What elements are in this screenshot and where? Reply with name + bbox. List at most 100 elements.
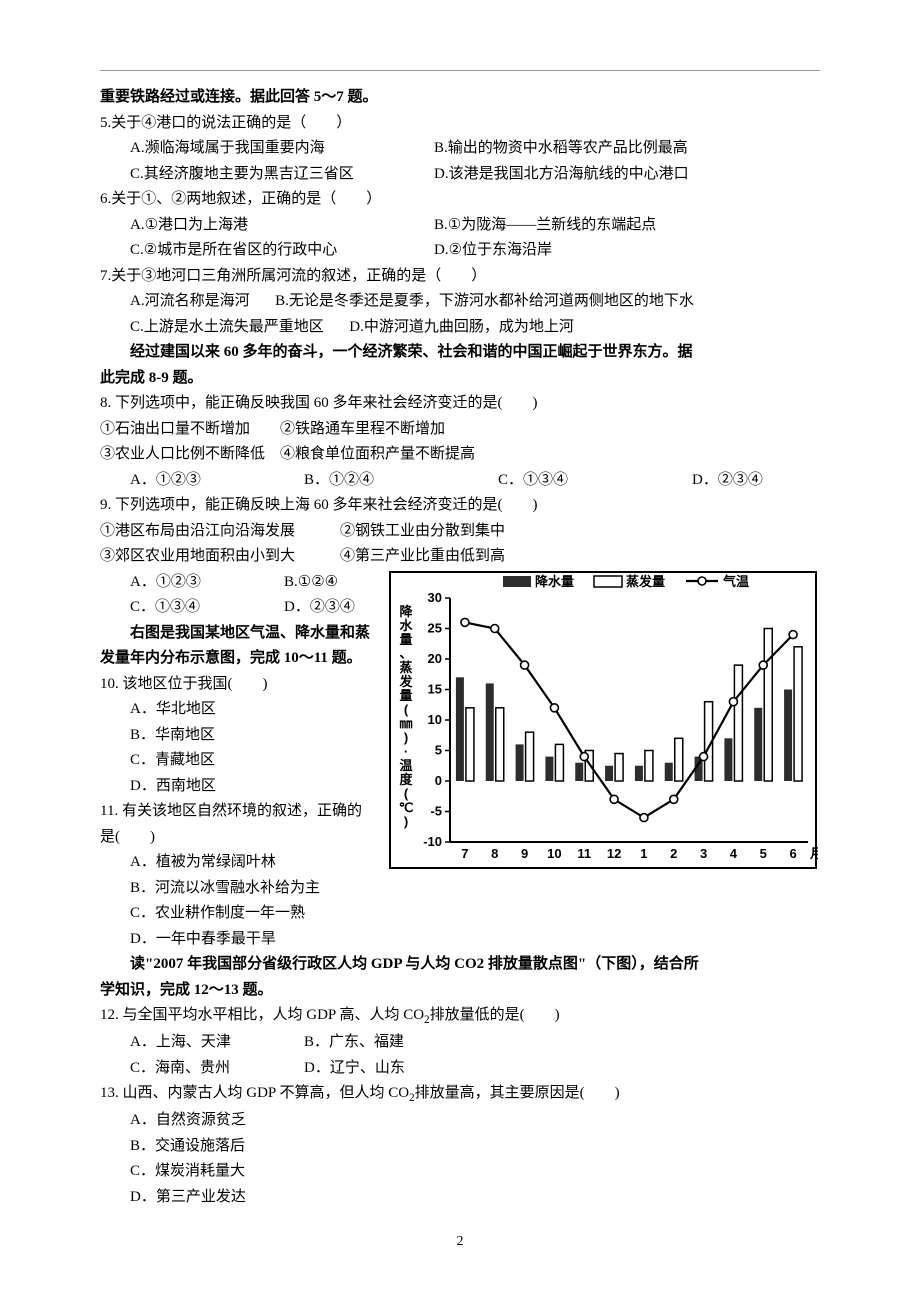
svg-text:7: 7 <box>461 846 468 861</box>
svg-text:11: 11 <box>577 846 591 861</box>
q6-opts-row2: C.②城市是所在省区的行政中心 D.②位于东海沿岸 <box>100 238 820 264</box>
svg-text:2: 2 <box>670 846 677 861</box>
svg-text:12: 12 <box>607 846 621 861</box>
climate-chart: 降水量蒸发量气温-10-5051015202530降水量、蒸发量(㎜)·温度(℃… <box>388 570 818 870</box>
q12-A: A．上海、天津 <box>130 1030 280 1056</box>
q8-s1: ①石油出口量不断增加 ②铁路通车里程不断增加 <box>100 417 820 443</box>
q7-D: D.中游河道九曲回肠，成为地上河 <box>349 319 574 335</box>
q11-B: B．河流以冰雪融水补给为主 <box>100 876 380 902</box>
svg-text:℃: ℃ <box>399 800 414 815</box>
top-divider <box>100 70 820 71</box>
q12-C: C．海南、贵州 <box>130 1056 280 1082</box>
q11-A: A．植被为常绿阔叶林 <box>100 850 380 876</box>
q13-stem-pre: 13. 山西、内蒙古人均 GDP 不算高，但人均 CO <box>100 1085 409 1101</box>
q6-opts-row1: A.①港口为上海港 B.①为陇海——兰新线的东端起点 <box>100 213 820 239</box>
q12-stem-post: 排放量低的是( ) <box>430 1007 560 1023</box>
svg-text:蒸发量: 蒸发量 <box>626 574 665 589</box>
q11-stem2: 是( ) <box>100 825 380 851</box>
svg-text:㎜: ㎜ <box>399 716 412 731</box>
svg-text:温: 温 <box>399 758 412 773</box>
q13-stem: 13. 山西、内蒙古人均 GDP 不算高，但人均 CO2排放量高，其主要原因是(… <box>100 1081 820 1108</box>
q13-D: D．第三产业发达 <box>100 1185 820 1211</box>
svg-text:3: 3 <box>700 846 707 861</box>
q8-C: C．①③④ <box>498 468 668 494</box>
intro-8-9-l1: 经过建国以来 60 多年的奋斗，一个经济繁荣、社会和谐的中国正崛起于世界东方。据 <box>100 340 820 366</box>
q12-opts-row1: A．上海、天津 B．广东、福建 <box>100 1030 820 1056</box>
intro-10-11-l2: 发量年内分布示意图，完成 10～11 题。 <box>100 646 380 672</box>
q8-D: D．②③④ <box>692 468 763 494</box>
svg-text:气温: 气温 <box>723 574 749 589</box>
q9-s1: ①港区布局由沿江向沿海发展 ②钢铁工业由分散到集中 <box>100 519 820 545</box>
svg-text:0: 0 <box>435 773 442 788</box>
svg-text:发: 发 <box>398 674 413 689</box>
intro-10-11-l1: 右图是我国某地区气温、降水量和蒸 <box>100 621 380 647</box>
intro-12-13-l1: 读"2007 年我国部分省级行政区人均 GDP 与人均 CO2 排放量散点图"（… <box>100 952 820 978</box>
q9-C: C．①③④ <box>130 595 260 621</box>
q5-C: C.其经济腹地主要为黑吉辽三省区 <box>130 162 410 188</box>
svg-text:30: 30 <box>428 590 442 605</box>
q11-C: C．农业耕作制度一年一熟 <box>100 901 820 927</box>
q12-D: D．辽宁、山东 <box>304 1056 405 1082</box>
svg-text:9: 9 <box>521 846 528 861</box>
q12-stem-pre: 12. 与全国平均水平相比，人均 GDP 高、人均 CO <box>100 1007 424 1023</box>
q10-B: B．华南地区 <box>100 723 380 749</box>
svg-text:水: 水 <box>399 618 413 633</box>
q6-A: A.①港口为上海港 <box>130 213 410 239</box>
q6-stem: 6.关于①、②两地叙述，正确的是（ ） <box>100 187 820 213</box>
q8-s2: ③农业人口比例不断降低 ④粮食单位面积产量不断提高 <box>100 442 820 468</box>
q5-stem: 5.关于④港口的说法正确的是（ ） <box>100 111 820 137</box>
q9-opts-row1: A．①②③ B.①②④ <box>100 570 380 596</box>
svg-text:量: 量 <box>399 688 412 703</box>
q12-stem: 12. 与全国平均水平相比，人均 GDP 高、人均 CO2排放量低的是( ) <box>100 1003 820 1030</box>
svg-text:10: 10 <box>428 712 442 727</box>
svg-text:·: · <box>404 744 408 759</box>
svg-text:25: 25 <box>428 620 442 635</box>
svg-text:量: 量 <box>399 632 412 647</box>
svg-text:10: 10 <box>547 846 561 861</box>
svg-text:4: 4 <box>730 846 738 861</box>
intro-5-7: 重要铁路经过或连接。据此回答 5～7 题。 <box>100 85 820 111</box>
q11-stem: 11. 有关该地区自然环境的叙述，正确的 <box>100 799 380 825</box>
svg-text:降: 降 <box>399 604 413 619</box>
q8-B: B．①②④ <box>304 468 474 494</box>
svg-text:(: ( <box>404 786 409 801</box>
svg-text:): ) <box>404 730 408 745</box>
svg-text:、: 、 <box>399 646 412 661</box>
svg-text:度: 度 <box>399 772 413 787</box>
q5-opts-row2: C.其经济腹地主要为黑吉辽三省区 D.该港是我国北方沿海航线的中心港口 <box>100 162 820 188</box>
q7-C: C.上游是水土流失最严重地区 <box>130 319 324 335</box>
q6-B: B.①为陇海——兰新线的东端起点 <box>434 213 656 239</box>
q13-C: C．煤炭消耗量大 <box>100 1159 820 1185</box>
q10-stem: 10. 该地区位于我国( ) <box>100 672 380 698</box>
svg-text:20: 20 <box>428 651 442 666</box>
svg-text:5: 5 <box>760 846 767 861</box>
q9-s2: ③郊区农业用地面积由小到大 ④第三产业比重由低到高 <box>100 544 820 570</box>
svg-text:): ) <box>404 814 408 829</box>
q12-opts-row2: C．海南、贵州 D．辽宁、山东 <box>100 1056 820 1082</box>
svg-text:-10: -10 <box>423 834 442 849</box>
svg-text:月份: 月份 <box>809 846 818 861</box>
q13-stem-post: 排放量高，其主要原因是( ) <box>415 1085 620 1101</box>
q5-B: B.输出的物资中水稻等农产品比例最高 <box>434 136 688 162</box>
q9-opts-row2: C．①③④ D．②③④ <box>100 595 380 621</box>
q8-stem: 8. 下列选项中，能正确反映我国 60 多年来社会经济变迁的是( ) <box>100 391 820 417</box>
q7-A: A.河流名称是海河 <box>130 293 250 309</box>
page-number: 2 <box>100 1230 820 1254</box>
svg-text:(: ( <box>404 702 409 717</box>
q13-B: B．交通设施落后 <box>100 1134 820 1160</box>
svg-text:降水量: 降水量 <box>535 574 574 589</box>
q9-D: D．②③④ <box>284 595 355 621</box>
q12-B: B．广东、福建 <box>304 1030 404 1056</box>
svg-text:5: 5 <box>435 742 442 757</box>
svg-text:蒸: 蒸 <box>399 660 412 675</box>
q6-D: D.②位于东海沿岸 <box>434 238 552 264</box>
q7-stem: 7.关于③地河口三角洲所属河流的叙述，正确的是（ ） <box>100 264 820 290</box>
svg-text:-5: -5 <box>430 803 442 818</box>
q10-C: C．青藏地区 <box>100 748 380 774</box>
q11-D: D．一年中春季最干旱 <box>100 927 820 953</box>
svg-text:15: 15 <box>428 681 442 696</box>
q8-A: A．①②③ <box>130 468 280 494</box>
q9-stem: 9. 下列选项中，能正确反映上海 60 多年来社会经济变迁的是( ) <box>100 493 820 519</box>
intro-12-13-l2: 学知识，完成 12～13 题。 <box>100 978 820 1004</box>
q8-opts: A．①②③ B．①②④ C．①③④ D．②③④ <box>100 468 820 494</box>
